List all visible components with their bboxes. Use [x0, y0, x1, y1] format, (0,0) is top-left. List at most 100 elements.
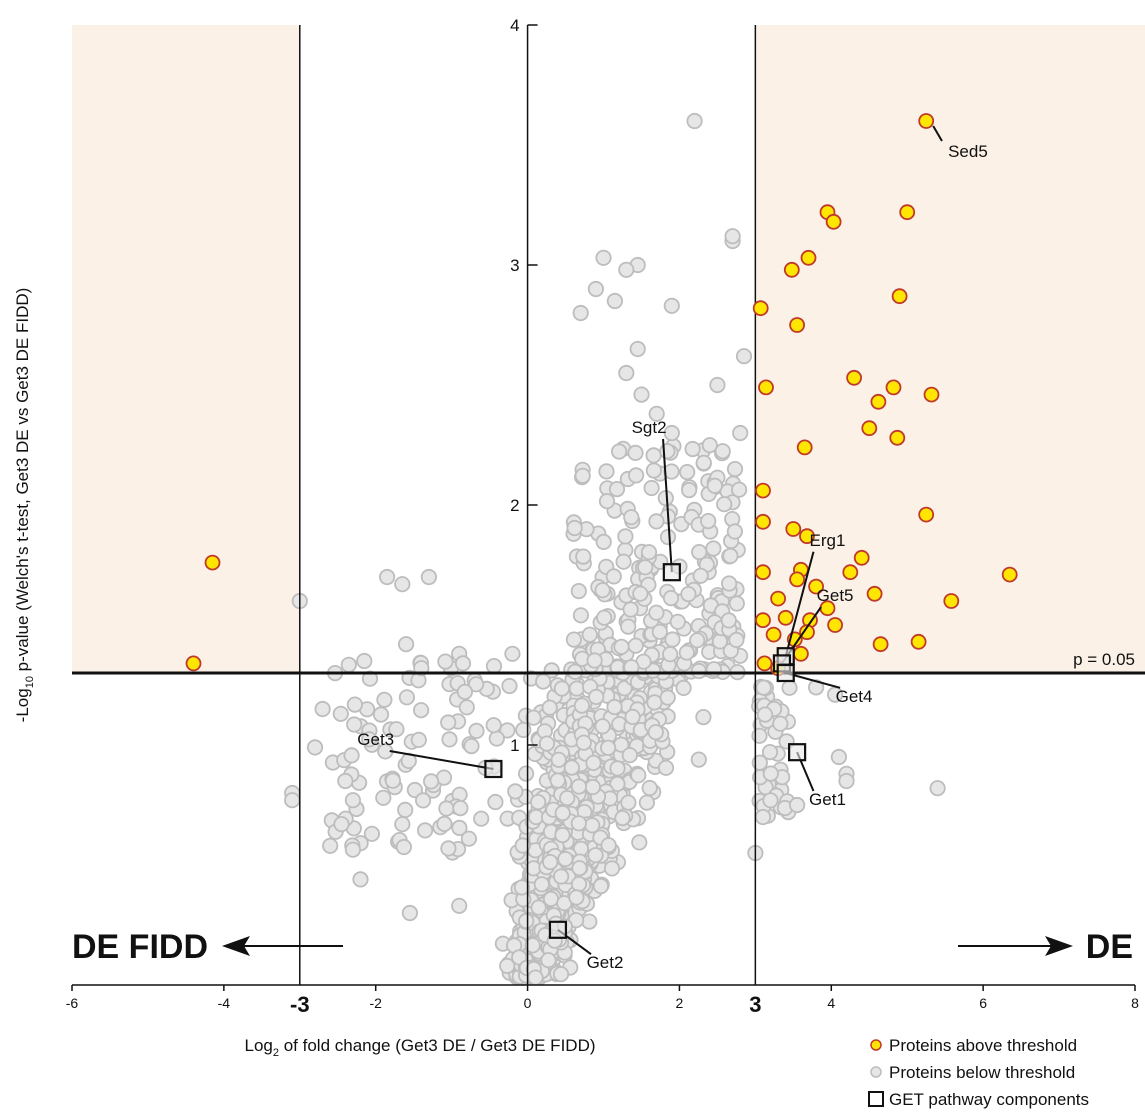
- point-below-threshold: [623, 509, 640, 526]
- point-above-threshold: [799, 528, 815, 545]
- point-below-threshold: [679, 463, 696, 481]
- point-below-threshold: [571, 860, 588, 877]
- point-below-threshold: [627, 637, 644, 654]
- point-below-threshold: [645, 447, 662, 464]
- get-get3-label: Get3: [357, 730, 394, 749]
- point-below-threshold: [344, 841, 361, 858]
- point-below-threshold: [657, 759, 675, 776]
- point-above-threshold: [783, 261, 800, 278]
- point-below-threshold: [587, 280, 605, 298]
- point-below-threshold: [581, 626, 598, 643]
- point-below-threshold: [513, 879, 531, 896]
- point-below-threshold: [340, 656, 357, 673]
- point-below-threshold: [553, 680, 571, 697]
- point-below-threshold: [410, 731, 427, 749]
- point-below-threshold: [618, 364, 635, 382]
- get-get1-label: Get1: [809, 790, 846, 809]
- x-tick-label: 4: [827, 995, 835, 1011]
- axes: -6 -4 -3 -2 0 2 3 4 6 8 1 2 3 4: [66, 16, 1139, 1017]
- point-below-threshold: [541, 699, 558, 716]
- point-above-threshold: [889, 429, 906, 446]
- point-below-threshold: [514, 837, 531, 854]
- point-above-threshold: [755, 513, 771, 530]
- point-below-threshold: [525, 709, 542, 726]
- point-below-threshold: [615, 553, 632, 570]
- point-below-threshold: [501, 677, 518, 695]
- point-below-threshold: [606, 698, 623, 716]
- point-below-threshold: [659, 443, 676, 460]
- point-below-threshold: [620, 794, 637, 811]
- point-below-threshold: [518, 912, 535, 930]
- below-threshold-points: [284, 112, 946, 986]
- point-below-threshold: [662, 646, 679, 663]
- point-below-threshold: [630, 767, 647, 784]
- shade-left: [72, 25, 300, 673]
- legend-marker-above: [870, 1039, 882, 1051]
- get-get2-label: Get2: [587, 953, 624, 972]
- point-below-threshold: [570, 778, 588, 795]
- point-below-threshold: [585, 754, 602, 772]
- x-tick-label: 8: [1131, 995, 1139, 1011]
- legend-marker-below: [870, 1066, 882, 1078]
- point-below-threshold: [436, 815, 453, 833]
- point-below-threshold: [627, 467, 645, 484]
- point-below-threshold: [535, 673, 552, 690]
- point-below-threshold: [594, 582, 611, 599]
- point-below-threshold: [680, 481, 698, 499]
- point-below-threshold: [648, 513, 665, 530]
- point-below-threshold: [397, 801, 414, 819]
- point-below-threshold: [533, 876, 550, 893]
- point-below-threshold: [772, 715, 789, 732]
- point-below-threshold: [618, 261, 635, 278]
- point-above-threshold: [923, 386, 940, 403]
- point-below-threshold: [709, 376, 726, 394]
- point-below-threshold: [542, 853, 559, 871]
- point-below-threshold: [488, 730, 505, 747]
- point-below-threshold: [616, 680, 633, 697]
- point-below-threshold: [376, 691, 393, 708]
- get-marker-get2: [548, 920, 568, 939]
- point-above-threshold: [870, 393, 887, 410]
- point-below-threshold: [598, 463, 615, 480]
- point-below-threshold: [762, 792, 779, 809]
- point-below-threshold: [735, 348, 753, 365]
- point-below-threshold: [420, 568, 437, 586]
- point-above-threshold: [185, 655, 202, 672]
- point-below-threshold: [689, 632, 706, 649]
- point-below-threshold: [440, 840, 457, 857]
- point-below-threshold: [592, 877, 610, 895]
- point-below-threshold: [463, 737, 480, 755]
- point-below-threshold: [441, 731, 458, 748]
- point-below-threshold: [678, 644, 695, 661]
- point-below-threshold: [629, 340, 646, 358]
- get-erg1-label: Erg1: [810, 531, 846, 550]
- point-below-threshold: [730, 481, 748, 498]
- x-tick-label: -6: [66, 995, 79, 1011]
- point-below-threshold: [395, 838, 412, 856]
- point-below-threshold: [633, 386, 650, 403]
- point-below-threshold: [574, 467, 591, 484]
- point-below-threshold: [372, 706, 390, 723]
- point-above-threshold: [910, 633, 927, 650]
- x-tick-label: -3: [290, 992, 310, 1017]
- point-below-threshold: [838, 772, 855, 790]
- point-below-threshold: [647, 724, 664, 741]
- point-below-threshold: [322, 837, 339, 854]
- point-below-threshold: [621, 747, 638, 764]
- point-above-threshold: [777, 609, 794, 626]
- get-get4-label: Get4: [836, 687, 873, 706]
- point-below-threshold: [720, 575, 738, 592]
- point-below-threshold: [720, 612, 737, 629]
- point-below-threshold: [620, 618, 637, 635]
- point-below-threshold: [499, 722, 516, 739]
- point-below-threshold: [530, 899, 547, 916]
- point-above-threshold: [885, 379, 902, 396]
- point-below-threshold: [788, 796, 806, 814]
- legend-label-get: GET pathway components: [889, 1090, 1089, 1109]
- point-above-threshold: [808, 578, 824, 595]
- threshold-shading: [72, 25, 1145, 673]
- point-below-threshold: [606, 292, 624, 310]
- point-below-threshold: [565, 631, 583, 648]
- get-marker-sgt2: [662, 563, 681, 582]
